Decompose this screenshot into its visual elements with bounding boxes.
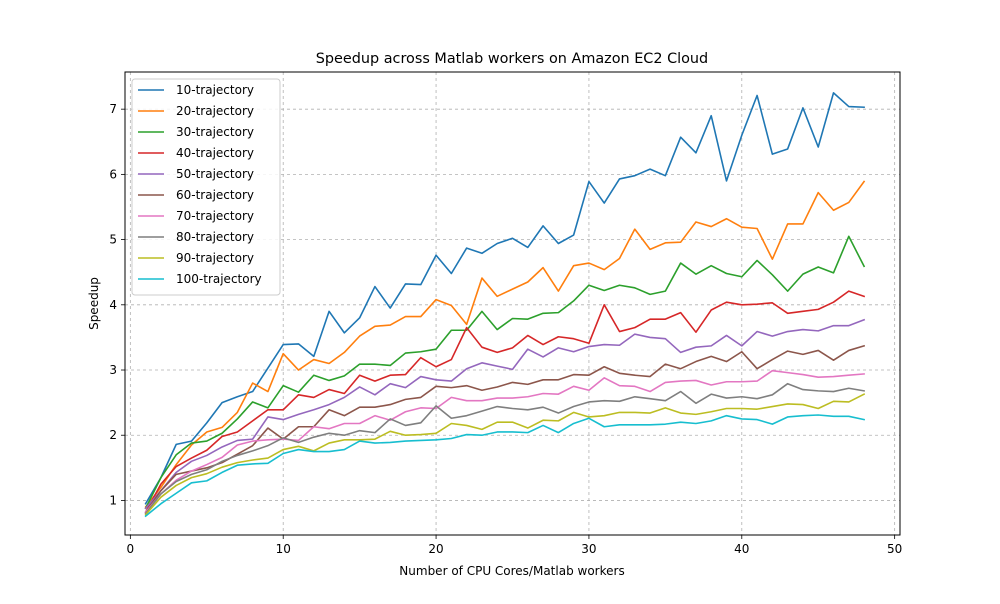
chart-title: Speedup across Matlab workers on Amazon … [316,51,708,67]
legend: 10-trajectory 20-trajectory 30-trajectory 4… [131,78,281,296]
series-line-100-trajectory [144,414,866,518]
series-line-90-trajectory [144,393,866,516]
series-line-80-trajectory [144,382,866,515]
x-axis-ticks: 0 10 20 30 40 50 [127,535,902,556]
x-tick-label: 30 [581,542,596,556]
grid [125,72,900,535]
legend-label: 60-trajectory [176,188,254,202]
series-line-60-trajectory [144,344,866,514]
x-tick-label: 20 [428,542,443,556]
y-tick-label: 6 [109,167,117,181]
legend-label: 90-trajectory [176,251,254,265]
legend-label: 70-trajectory [176,209,254,223]
y-axis-label: Speedup [87,277,101,330]
x-tick-label: 10 [276,542,291,556]
series-line-50-trajectory [144,318,866,510]
series-lines [144,92,866,518]
x-tick-label: 50 [887,542,902,556]
y-axis-ticks: 1 2 3 4 5 6 7 [109,102,125,507]
series-line-40-trajectory [144,290,866,514]
y-tick-label: 5 [109,233,117,247]
legend-label: 20-trajectory [176,104,254,118]
series-line-10-trajectory [144,92,865,505]
legend-label: 100-trajectory [176,272,262,286]
legend-label: 10-trajectory [176,83,254,97]
series-line-70-trajectory [144,369,865,514]
legend-label: 50-trajectory [176,167,254,181]
y-tick-label: 2 [109,428,117,442]
y-tick-label: 7 [109,102,117,116]
series-line-20-trajectory [144,180,866,509]
series-line-30-trajectory [144,235,866,510]
x-axis-label: Number of CPU Cores/Matlab workers [399,564,624,578]
x-tick-label: 40 [734,542,749,556]
x-tick-label: 0 [127,542,135,556]
legend-label: 30-trajectory [176,125,254,139]
y-tick-label: 4 [109,298,117,312]
legend-label: 80-trajectory [176,230,254,244]
legend-box [131,78,281,296]
y-tick-label: 3 [109,363,117,377]
plot-area-frame [124,71,901,536]
legend-label: 40-trajectory [176,146,254,160]
y-tick-label: 1 [109,493,117,507]
